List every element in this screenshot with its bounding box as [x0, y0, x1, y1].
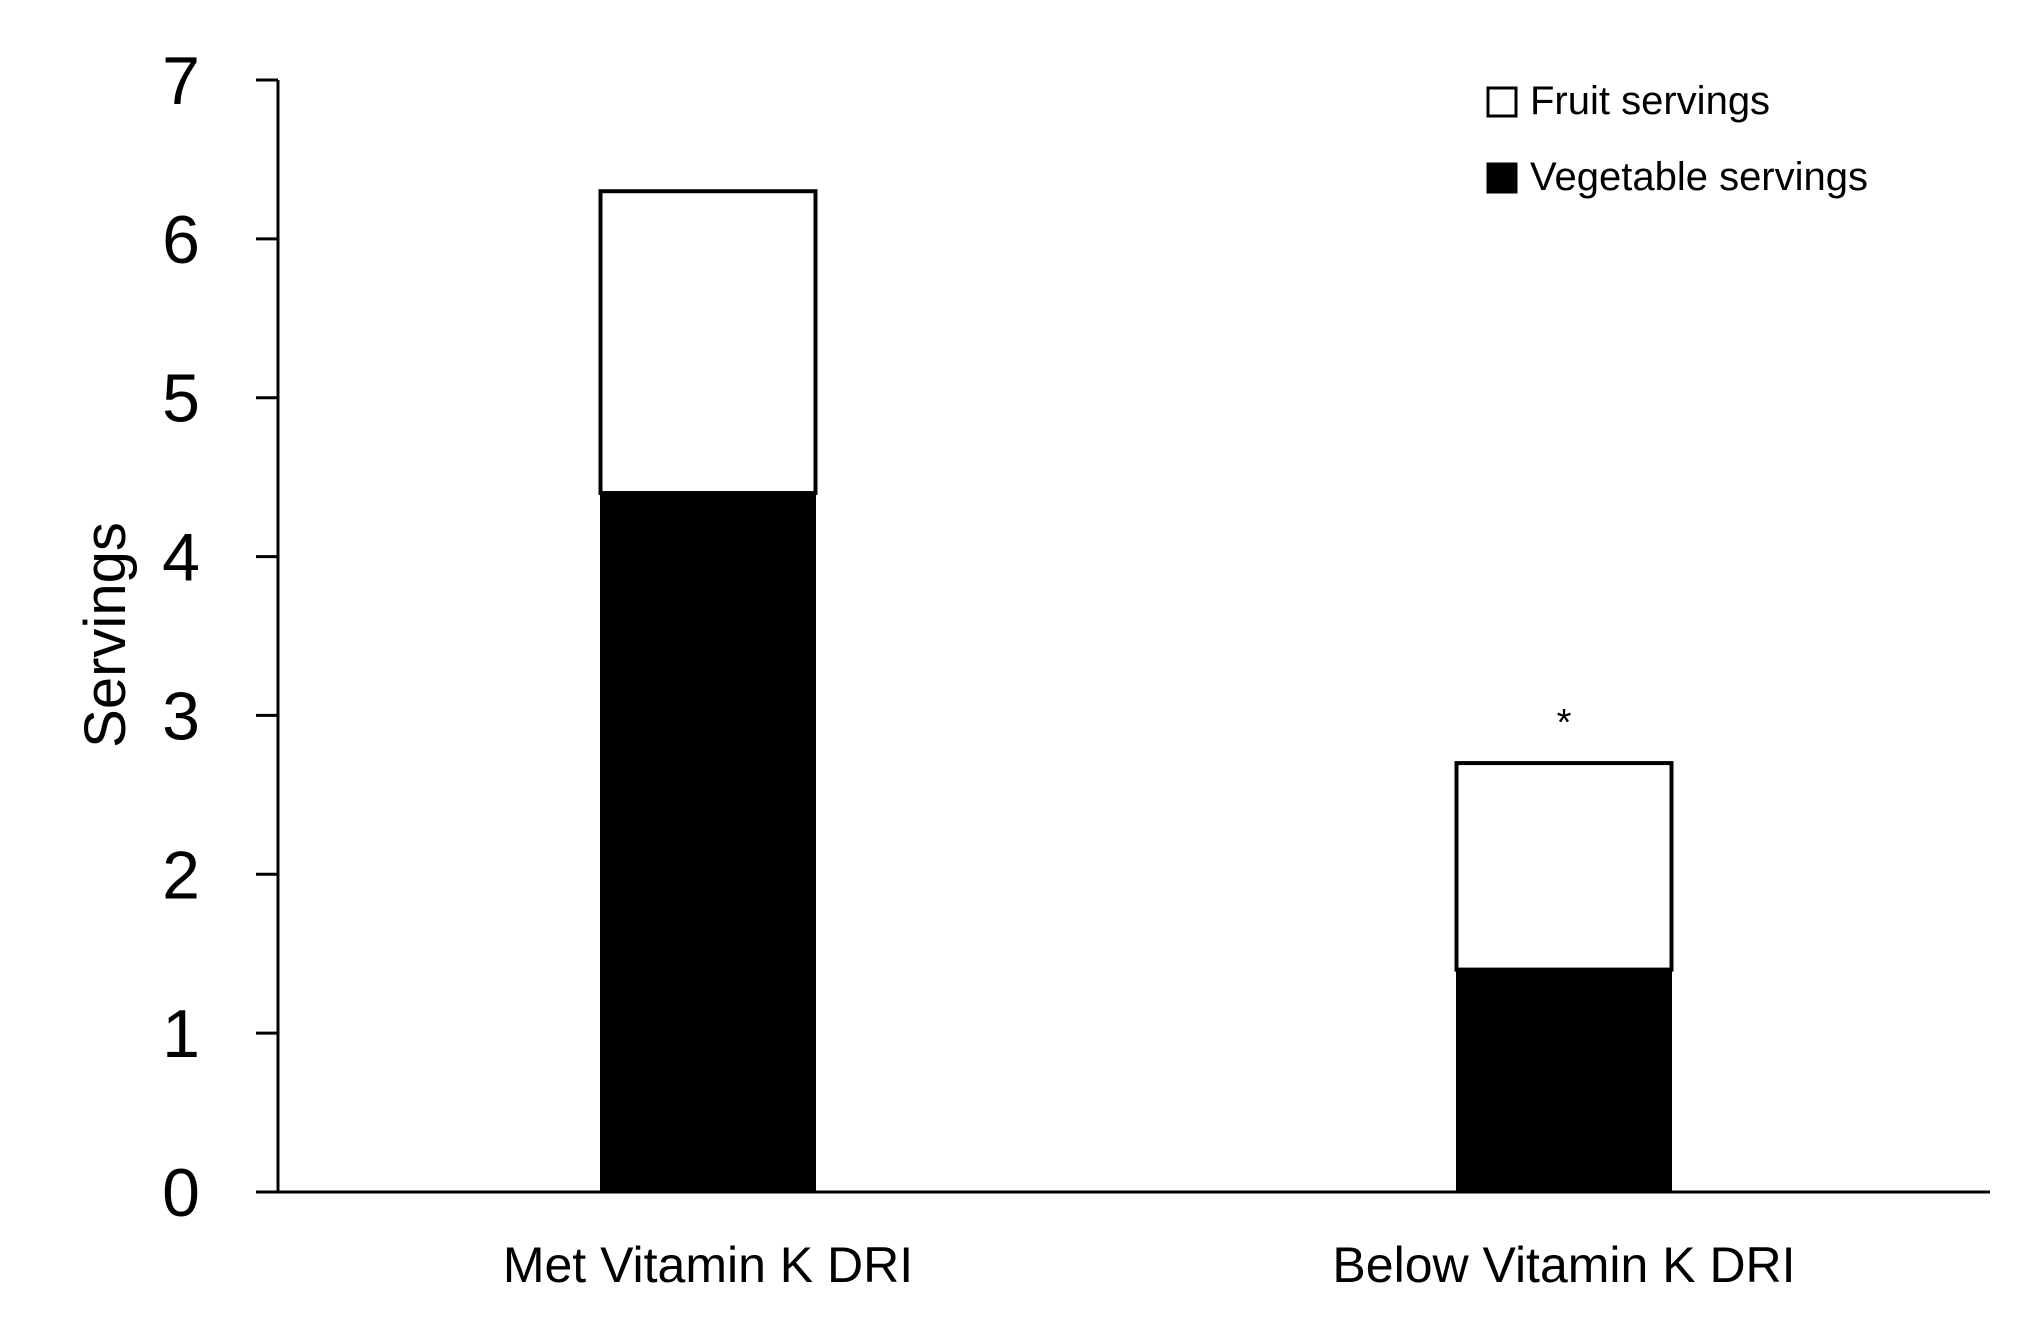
- x-axis: Met Vitamin K DRI Below Vitamin K DRI: [278, 1190, 1990, 1293]
- bar-segment-fruit-servings: [598, 189, 818, 496]
- y-tick-label: 1: [162, 996, 200, 1072]
- bar-segment-vegetable-servings: [600, 492, 816, 1193]
- y-tick-label: 7: [162, 43, 200, 119]
- bars: *: [598, 189, 1674, 1193]
- y-axis-label: Servings: [73, 522, 138, 748]
- legend: Fruit servings Vegetable servings: [1486, 79, 1868, 199]
- y-tick-label: 4: [162, 520, 200, 596]
- x-tick-label: Below Vitamin K DRI: [1332, 1237, 1795, 1293]
- y-tick-label: 6: [162, 202, 200, 278]
- y-tick-label: 5: [162, 361, 200, 437]
- legend-label: Vegetable servings: [1530, 155, 1868, 199]
- significance-marker: *: [1557, 702, 1572, 744]
- legend-swatch: [1486, 86, 1518, 118]
- y-tick-label: 2: [162, 837, 200, 913]
- y-tick-label: 0: [162, 1155, 200, 1231]
- legend-label: Fruit servings: [1530, 79, 1770, 123]
- legend-swatch: [1486, 162, 1518, 194]
- bar-segment-fruit-servings: [1454, 761, 1674, 972]
- bar-segment-vegetable-servings: [1456, 969, 1672, 1193]
- y-axis: 0 1 2 3 4 5 6 7: [162, 43, 280, 1231]
- x-tick-label: Met Vitamin K DRI: [503, 1237, 913, 1293]
- y-tick-label: 3: [162, 678, 200, 754]
